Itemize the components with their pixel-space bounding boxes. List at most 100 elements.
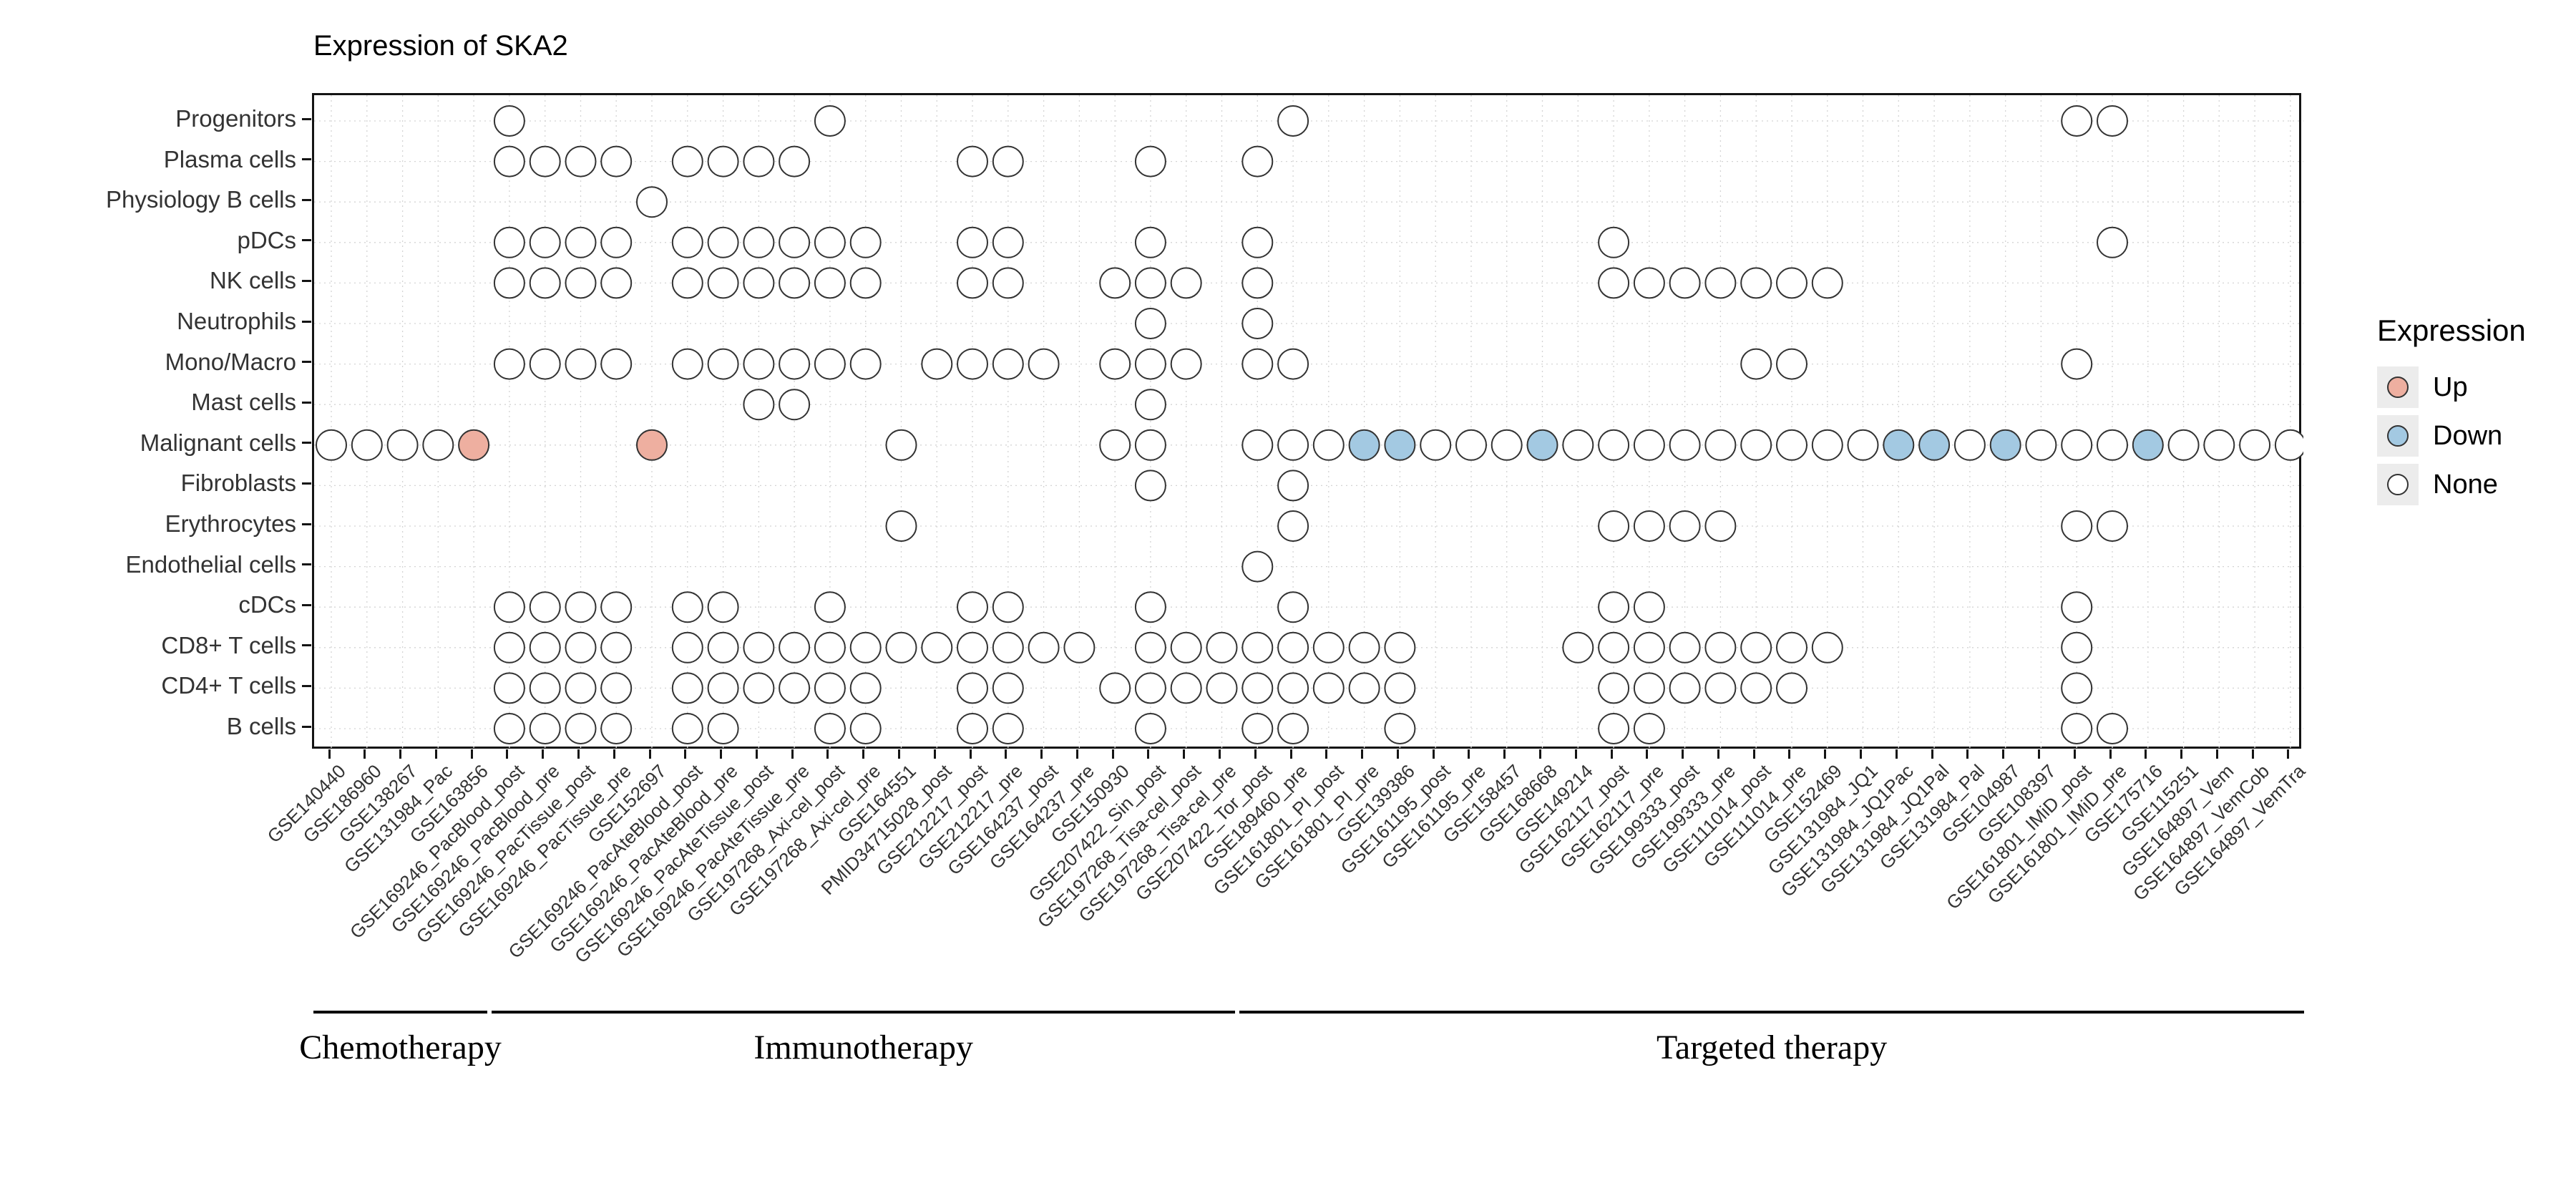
dot-none [992, 631, 1024, 664]
dot-none [779, 348, 811, 380]
x-axis-tick [399, 749, 402, 759]
dot-none [743, 267, 775, 299]
x-axis-tick [1361, 749, 1364, 759]
dot-none [849, 713, 882, 744]
dot-none [1704, 510, 1737, 542]
dot-up [636, 429, 668, 461]
dot-none [1562, 631, 1594, 664]
dot-none [1312, 672, 1345, 704]
dot-none [1776, 429, 1807, 461]
dot-none [1241, 267, 1274, 299]
dot-none [1277, 591, 1309, 623]
legend-title: Expression [2377, 314, 2526, 347]
dot-none [529, 591, 561, 623]
dot-none [1206, 631, 1238, 664]
dot-none [493, 672, 525, 704]
x-axis-tick [577, 749, 580, 759]
dot-none [1241, 145, 1274, 178]
dot-none [671, 631, 703, 664]
dot-none [2097, 226, 2128, 258]
dot-none [1099, 348, 1131, 380]
dot-none [493, 713, 525, 744]
dot-none [1134, 591, 1166, 623]
x-axis-tick [1895, 749, 1898, 759]
dot-none [707, 672, 739, 704]
dot-none [957, 591, 988, 623]
x-axis-tick [1396, 749, 1399, 759]
dot-none [2061, 672, 2093, 704]
dot-none [957, 145, 988, 178]
dot-none [885, 631, 917, 664]
y-axis-tick [302, 725, 311, 728]
dot-none [1384, 672, 1416, 704]
dot-none [2025, 429, 2057, 461]
dot-down [2132, 429, 2164, 461]
dot-none [1776, 267, 1807, 299]
dot-none [707, 226, 739, 258]
dot-none [1241, 429, 1274, 461]
group-underline [491, 1011, 1236, 1014]
dot-none [600, 631, 633, 664]
dot-none [743, 226, 775, 258]
dot-up [458, 429, 490, 461]
dot-none [814, 591, 846, 623]
x-axis-tick [897, 749, 900, 759]
dot-none [1633, 631, 1665, 664]
dot-none [779, 145, 811, 178]
dot-none [600, 672, 633, 704]
dot-none [493, 226, 525, 258]
dot-none [992, 591, 1024, 623]
plot-panel [312, 93, 2303, 751]
dot-none [814, 267, 846, 299]
dot-none [743, 145, 775, 178]
dot-none [1277, 348, 1309, 380]
row-label: Mono/Macro [165, 348, 296, 375]
dot-none [422, 429, 454, 461]
dot-none [600, 713, 633, 744]
dot-none [671, 348, 703, 380]
dot-none [779, 631, 811, 664]
dot-none [1134, 267, 1166, 299]
row-label: Fibroblasts [180, 470, 296, 497]
dot-none [707, 348, 739, 380]
y-axis-tick [302, 482, 311, 485]
group-label: Targeted therapy [1656, 1029, 1888, 1066]
dot-none [992, 713, 1024, 744]
dot-none [1277, 713, 1309, 744]
dot-none [1740, 267, 1772, 299]
dot-none [493, 267, 525, 299]
dot-none [529, 348, 561, 380]
x-axis-tick [1752, 749, 1755, 759]
dot-none [1384, 631, 1416, 664]
dot-none [707, 591, 739, 623]
dot-none [707, 145, 739, 178]
dot-none [1811, 429, 1843, 461]
dot-none [1277, 429, 1309, 461]
x-axis-tick [506, 749, 509, 759]
dot-none [529, 145, 561, 178]
y-axis-tick [302, 279, 311, 282]
legend-label-up: Up [2433, 371, 2468, 402]
dot-none [529, 226, 561, 258]
dot-none [1134, 470, 1166, 502]
dot-none [2061, 429, 2093, 461]
dot-none [600, 267, 633, 299]
dot-none [600, 145, 633, 178]
dot-none [1134, 631, 1166, 664]
dot-none [957, 631, 988, 664]
legend-label-down: Down [2433, 420, 2503, 451]
dot-none [1028, 348, 1060, 380]
x-axis-tick [969, 749, 972, 759]
x-axis-tick [1682, 749, 1684, 759]
down-dot-icon [2387, 425, 2409, 447]
dot-none [565, 267, 597, 299]
x-axis-tick [862, 749, 865, 759]
y-axis-tick [302, 442, 311, 444]
dot-none [743, 348, 775, 380]
dot-none [1491, 429, 1523, 461]
dot-none [1277, 631, 1309, 664]
dot-none [849, 672, 882, 704]
dot-none [743, 672, 775, 704]
dot-none [1277, 470, 1309, 502]
dot-none [1134, 672, 1166, 704]
